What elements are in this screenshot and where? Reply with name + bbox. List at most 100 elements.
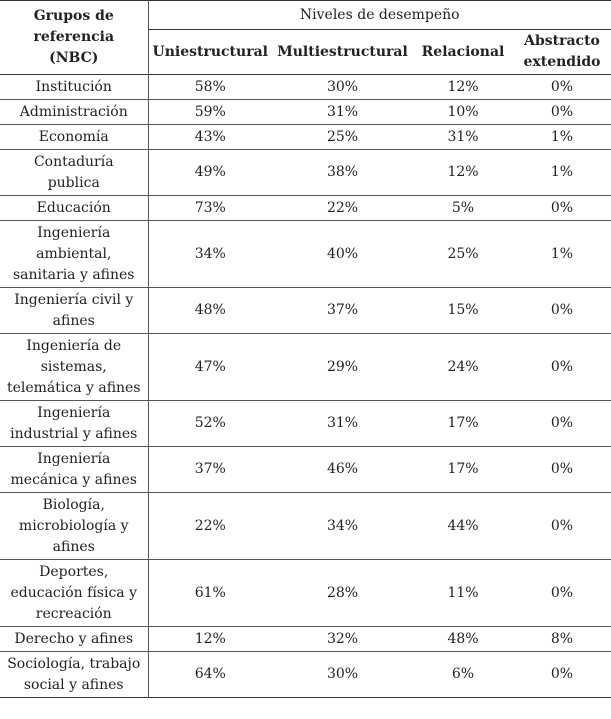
group-name: Administración — [19, 103, 128, 120]
value-cell: 64% — [194, 666, 226, 682]
value-cell: 37% — [194, 461, 226, 477]
value-cell: 0% — [550, 666, 574, 682]
group-cell: Ingeniería mecánica y afines — [0, 446, 149, 493]
value-cell: 1% — [550, 128, 574, 145]
value-cell: 12% — [194, 630, 226, 647]
value-cell: 11% — [447, 584, 479, 601]
group-name: Biología, microbiología y afines — [18, 496, 129, 555]
levels-title-header: Niveles de desempeño — [148, 0, 611, 30]
value-cell: 0% — [550, 584, 574, 601]
table-row: Deportes, educación física y recreación … — [0, 559, 611, 627]
value-cell: 5% — [451, 199, 475, 216]
value-cell: 73% — [194, 199, 226, 216]
table-header: Grupos de referencia (NBC) Niveles de de… — [0, 0, 611, 75]
value-cell: 12% — [447, 164, 479, 180]
group-name: Ingeniería ambiental, sanitaria y afines — [13, 224, 135, 283]
table-row: Contaduría publica 49% 38% 12% 1% — [0, 149, 611, 196]
table-row: Derecho y afines 12% 32% 48% 8% — [0, 626, 611, 652]
group-cell: Derecho y afines — [0, 626, 149, 652]
value-cell: 8% — [550, 630, 574, 647]
group-cell: Administración — [0, 99, 149, 125]
group-column-header-text: Grupos de referencia (NBC) — [33, 8, 115, 66]
value-cell: 0% — [550, 78, 574, 95]
value-cell: 37% — [326, 302, 359, 318]
value-cell: 6% — [451, 666, 475, 682]
value-cell: 38% — [326, 164, 359, 180]
value-cell: 31% — [326, 103, 359, 120]
group-name: Institución — [35, 78, 112, 95]
group-cell: Sociología, trabajo social y afines — [0, 651, 149, 698]
value-cell: 22% — [194, 517, 226, 534]
value-cell: 59% — [194, 103, 226, 120]
level-header-text: Uniestructural — [152, 43, 268, 60]
value-cell: 32% — [326, 630, 359, 647]
table-row: Ingeniería civil y afines 48% 37% 15% 0% — [0, 287, 611, 334]
group-cell: Biología, microbiología y afines — [0, 492, 149, 560]
group-name: Contaduría publica — [33, 153, 114, 191]
value-cell: 43% — [194, 128, 226, 145]
value-cell: 48% — [194, 302, 226, 318]
group-name: Sociología, trabajo social y afines — [7, 655, 141, 693]
table-body: Institución 58% 30% 12% 0% Administració… — [0, 74, 611, 698]
value-cell: 58% — [194, 78, 226, 95]
value-cell: 0% — [550, 103, 574, 120]
level-header-text: Relacional — [421, 43, 505, 60]
group-cell: Ingeniería industrial y afines — [0, 400, 149, 447]
value-cell: 25% — [326, 128, 359, 145]
group-cell: Contaduría publica — [0, 149, 149, 196]
value-cell: 30% — [326, 666, 359, 682]
value-cell: 0% — [550, 199, 574, 216]
table-row: Ingeniería industrial y afines 52% 31% 1… — [0, 400, 611, 447]
value-cell: 34% — [326, 517, 359, 534]
value-cell: 30% — [326, 78, 359, 95]
level-header-text: Abstracto extendido — [523, 33, 601, 70]
group-name: Ingeniería de sistemas, telemática y afi… — [6, 337, 141, 396]
value-cell: 0% — [550, 517, 574, 534]
value-cell: 34% — [194, 245, 226, 262]
group-name: Economía — [38, 128, 109, 145]
performance-levels-table: Grupos de referencia (NBC) Niveles de de… — [0, 0, 611, 698]
value-cell: 47% — [194, 358, 226, 375]
value-cell: 25% — [447, 245, 479, 262]
table-row: Ingeniería mecánica y afines 37% 46% 17%… — [0, 446, 611, 493]
value-cell: 28% — [326, 584, 359, 601]
group-name: Ingeniería industrial y afines — [10, 404, 138, 442]
value-cell: 46% — [326, 461, 359, 477]
value-cell: 1% — [550, 245, 574, 262]
group-cell: Ingeniería ambiental, sanitaria y afines — [0, 220, 149, 288]
value-cell: 0% — [550, 461, 574, 477]
levels-title-text: Niveles de desempeño — [299, 6, 460, 23]
value-cell: 0% — [550, 302, 574, 318]
group-cell: Deportes, educación física y recreación — [0, 559, 149, 627]
group-name: Ingeniería civil y afines — [14, 291, 134, 329]
table-row: Economía 43% 25% 31% 1% — [0, 124, 611, 150]
value-cell: 29% — [326, 358, 359, 375]
table-row: Biología, microbiología y afines 22% 34%… — [0, 492, 611, 560]
value-cell: 17% — [447, 415, 479, 431]
group-name: Educación — [36, 199, 111, 216]
group-name: Ingeniería mecánica y afines — [10, 450, 137, 488]
table-row: Sociología, trabajo social y afines 64% … — [0, 651, 611, 698]
group-name: Deportes, educación física y recreación — [10, 563, 138, 622]
value-cell: 31% — [326, 415, 359, 431]
group-cell: Ingeniería civil y afines — [0, 287, 149, 334]
level-header-uniestructural: Uniestructural — [148, 29, 272, 75]
group-cell: Educación — [0, 195, 149, 221]
value-cell: 61% — [194, 584, 226, 601]
value-cell: 0% — [550, 415, 574, 431]
value-cell: 17% — [447, 461, 479, 477]
value-cell: 24% — [447, 358, 479, 375]
level-header-abstracto-extendido: Abstracto extendido — [513, 29, 611, 75]
group-cell: Ingeniería de sistemas, telemática y afi… — [0, 333, 149, 401]
value-cell: 44% — [447, 517, 479, 534]
level-header-text: Multiestructural — [277, 43, 408, 60]
group-cell: Institución — [0, 74, 149, 100]
value-cell: 0% — [550, 358, 574, 375]
value-cell: 22% — [326, 199, 359, 216]
value-cell: 49% — [194, 164, 226, 180]
group-cell: Economía — [0, 124, 149, 150]
value-cell: 1% — [550, 164, 574, 180]
value-cell: 52% — [194, 415, 226, 431]
table-row: Institución 58% 30% 12% 0% — [0, 74, 611, 100]
